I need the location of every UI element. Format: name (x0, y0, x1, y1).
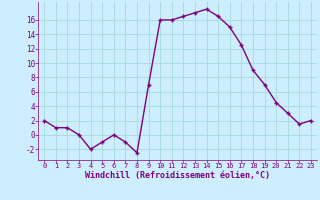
X-axis label: Windchill (Refroidissement éolien,°C): Windchill (Refroidissement éolien,°C) (85, 171, 270, 180)
